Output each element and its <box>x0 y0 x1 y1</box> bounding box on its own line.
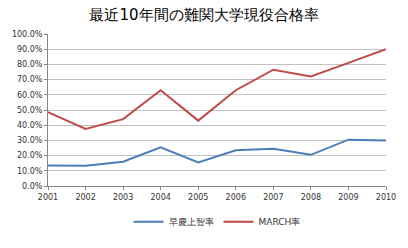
svg-text:40.0%: 40.0% <box>17 121 43 130</box>
svg-text:2002: 2002 <box>75 193 95 202</box>
svg-text:60.0%: 60.0% <box>17 91 43 100</box>
svg-text:100.0%: 100.0% <box>12 30 43 39</box>
svg-text:0.0%: 0.0% <box>22 182 43 191</box>
svg-text:90.0%: 90.0% <box>17 45 43 54</box>
svg-text:早慶上智率: 早慶上智率 <box>169 217 214 227</box>
svg-text:2006: 2006 <box>226 193 246 202</box>
svg-text:2009: 2009 <box>338 193 358 202</box>
svg-text:2004: 2004 <box>150 193 170 202</box>
svg-text:2005: 2005 <box>188 193 208 202</box>
svg-text:70.0%: 70.0% <box>17 75 43 84</box>
svg-text:80.0%: 80.0% <box>17 60 43 69</box>
svg-text:10.0%: 10.0% <box>17 167 43 176</box>
svg-text:2008: 2008 <box>301 193 321 202</box>
svg-text:MARCH率: MARCH率 <box>259 217 301 227</box>
svg-text:30.0%: 30.0% <box>17 136 43 145</box>
svg-text:2001: 2001 <box>38 193 58 202</box>
svg-text:2010: 2010 <box>376 193 396 202</box>
svg-text:2007: 2007 <box>263 193 283 202</box>
svg-text:最近10年間の難関大学現役合格率: 最近10年間の難関大学現役合格率 <box>89 6 318 24</box>
svg-text:50.0%: 50.0% <box>17 106 43 115</box>
svg-text:2003: 2003 <box>113 193 133 202</box>
svg-text:20.0%: 20.0% <box>17 151 43 160</box>
